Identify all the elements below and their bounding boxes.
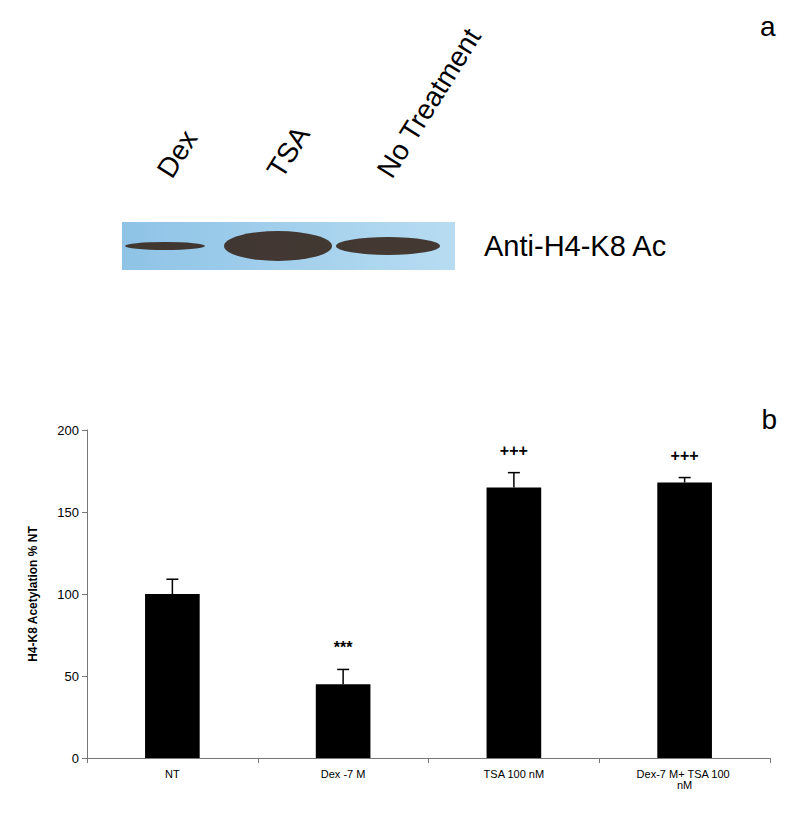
svg-text:TSA: TSA [261, 120, 316, 183]
svg-text:200: 200 [57, 423, 79, 438]
svg-text:Dex-7 M+ TSA 100: Dex-7 M+ TSA 100 [636, 767, 733, 780]
svg-text:***: *** [334, 639, 353, 656]
svg-text:nM: nM [677, 779, 692, 791]
svg-text:Dex: Dex [151, 125, 204, 184]
svg-text:b: b [761, 404, 777, 435]
svg-text:0: 0 [72, 751, 79, 766]
svg-text:+++: +++ [671, 447, 699, 464]
svg-text:TSA 100 nM: TSA 100 nM [484, 768, 545, 780]
svg-text:a: a [760, 11, 776, 42]
svg-text:H4-K8 Acetylation % NT: H4-K8 Acetylation % NT [26, 526, 40, 662]
svg-text:Anti-H4-K8 Ac: Anti-H4-K8 Ac [484, 230, 666, 262]
svg-text:150: 150 [57, 505, 79, 520]
svg-text:Dex -7 M: Dex -7 M [321, 768, 366, 780]
svg-text:+++: +++ [500, 442, 528, 459]
svg-text:100: 100 [57, 587, 79, 602]
svg-text:No Treatment: No Treatment [371, 23, 487, 183]
svg-text:NT: NT [165, 768, 180, 780]
svg-text:50: 50 [65, 669, 79, 684]
